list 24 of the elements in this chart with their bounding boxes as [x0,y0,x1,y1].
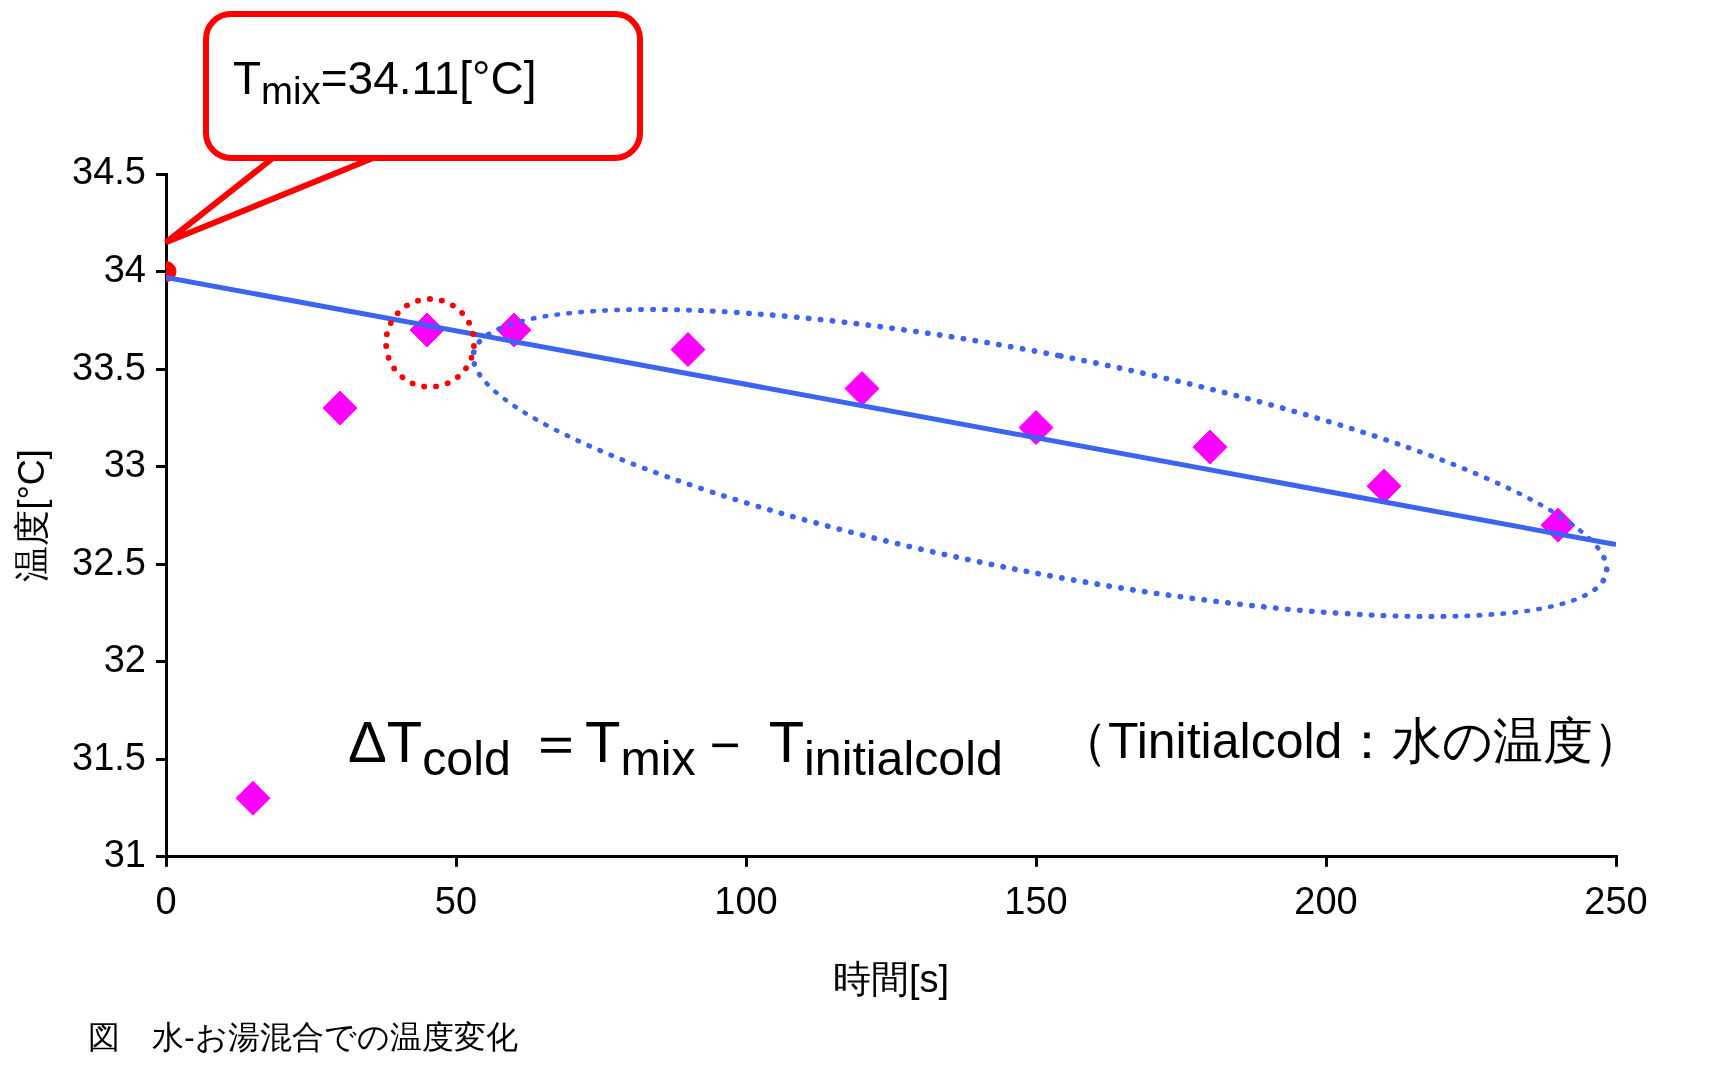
x-tick-label: 250 [1584,880,1648,923]
point [235,780,271,816]
annotation: （Tinitialcold：水の温度） [1058,712,1644,771]
annotation: ΔT$_{cold}$ ＝T$_{mix}$－ T$_{initialcold}$ [348,708,1003,786]
y-tick-label: 31.5 [72,735,146,778]
y-tick-label: 34 [103,248,146,291]
y-tick-label: 34.5 [72,150,146,193]
x-tick-label: 150 [1004,880,1068,923]
point [1192,429,1228,465]
x-tick-label: 0 [155,880,177,923]
x-tick-label: 100 [714,880,778,923]
y-tick-label: 32.5 [72,540,146,583]
x-tick-label: 200 [1294,880,1358,923]
point [322,390,358,426]
x-axis-title: 時間[s] [832,957,950,1000]
text: 図 水-お湯混合での温度変化 [88,1018,518,1057]
y-tick-label: 31 [103,833,146,876]
x-tick-label: 50 [434,880,478,923]
y-axis-title: 温度[°C] [10,449,52,582]
point [670,332,706,368]
point [844,371,880,407]
y-tick-label: 32 [103,638,146,681]
y-tick-label: 33.5 [72,345,146,388]
y-tick-label: 33 [103,443,146,486]
